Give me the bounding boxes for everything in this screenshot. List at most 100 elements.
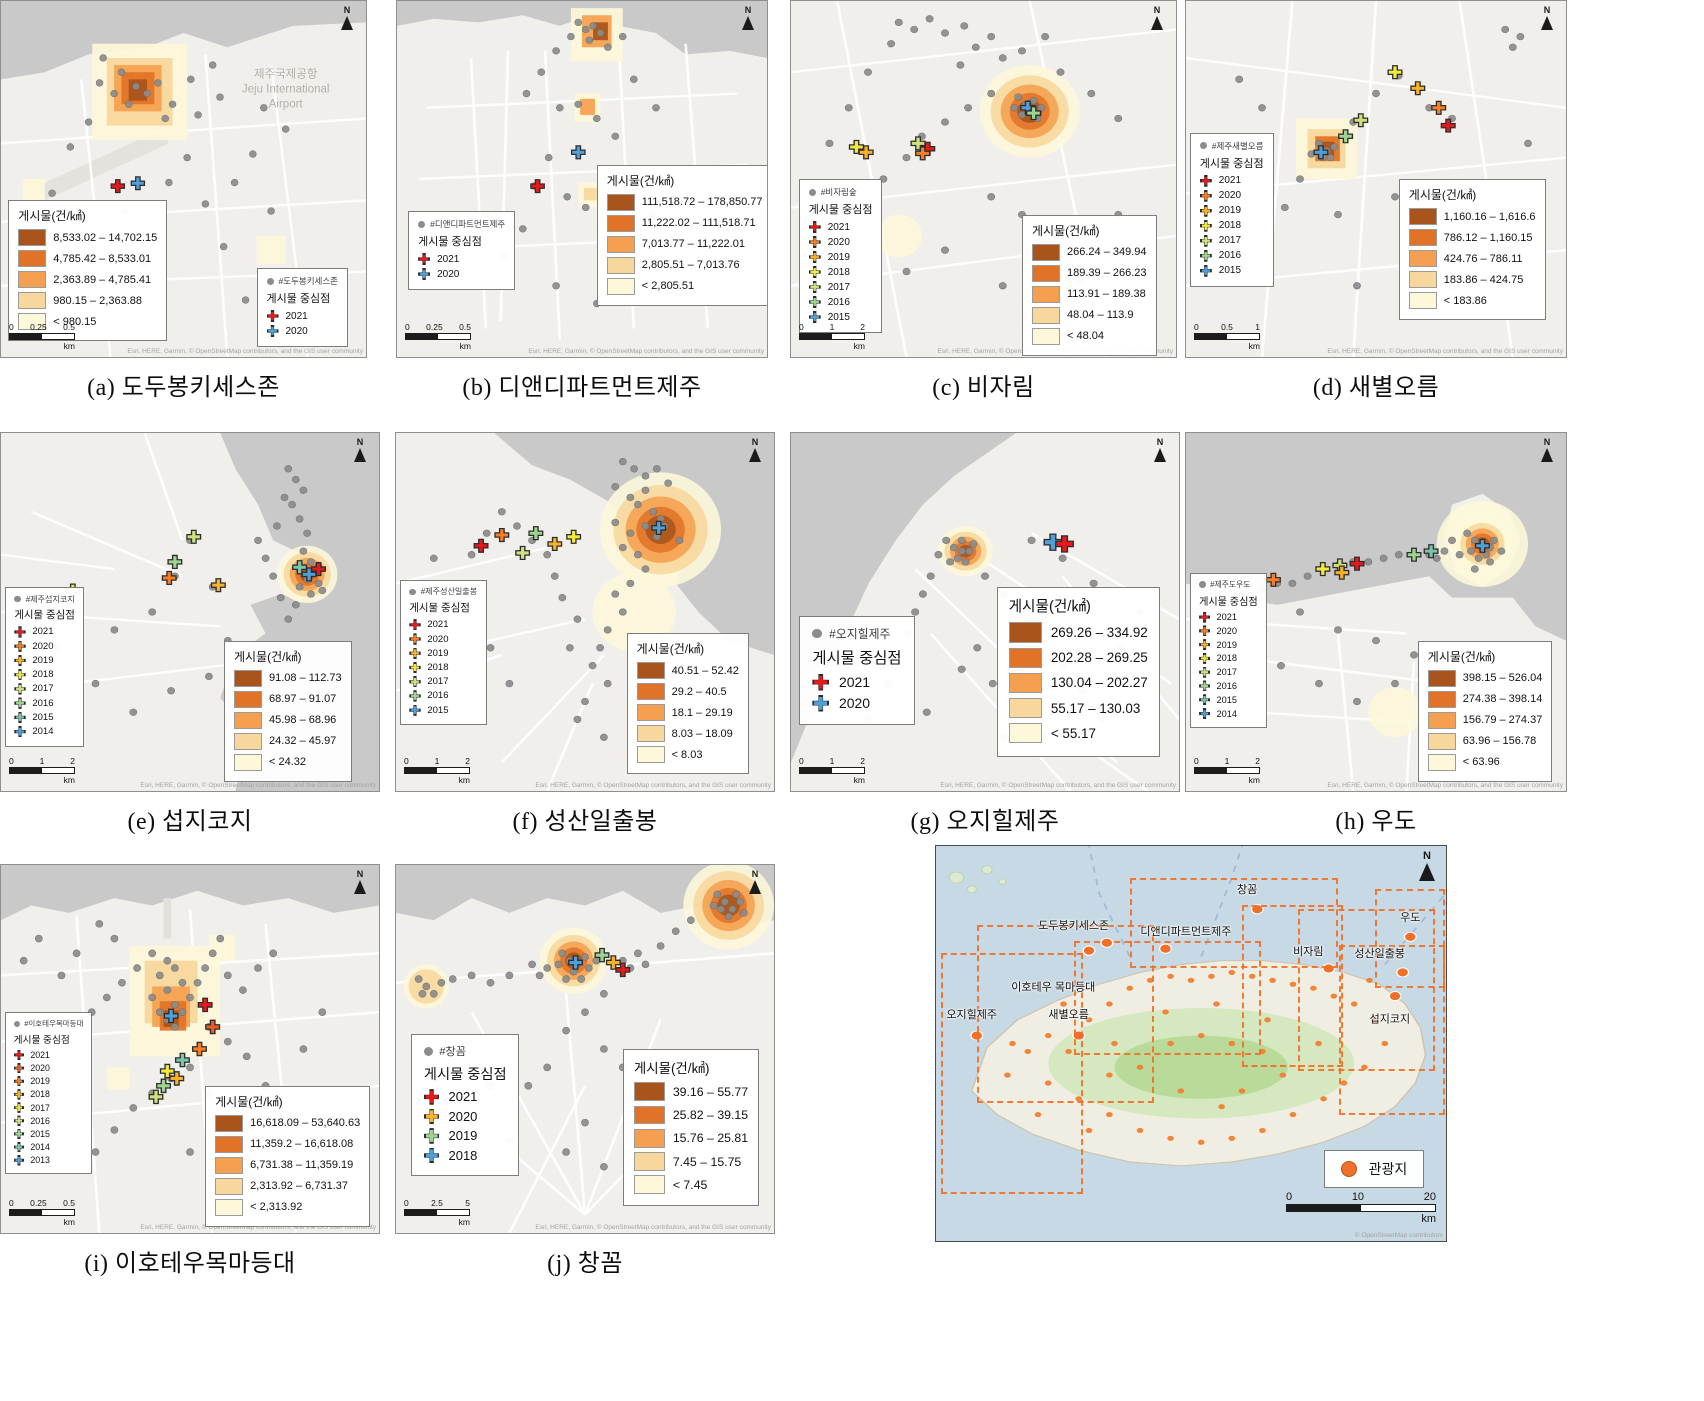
year-label: 2015: [1216, 694, 1237, 705]
panel-caption: (h) 우도: [1335, 809, 1417, 835]
post-point-dot: [193, 978, 202, 987]
north-arrow: N: [1150, 438, 1170, 462]
year-label: 2021: [1218, 175, 1242, 187]
post-point-dot: [307, 590, 315, 598]
tourist-minor-dot: [1197, 1139, 1205, 1145]
year-row: 2017: [1199, 234, 1264, 247]
post-point-dot: [641, 565, 650, 573]
year-cross-icon: [1199, 174, 1212, 187]
north-label: N: [1543, 437, 1551, 447]
post-center-cross-2021: [110, 179, 126, 194]
density-legend-title: 게시물(건/㎢): [1032, 223, 1100, 238]
post-point-dot: [634, 500, 642, 509]
year-row: 2020: [13, 1062, 84, 1074]
tourist-minor-dot: [1085, 1017, 1093, 1023]
post-point-dot: [543, 551, 552, 559]
post-point-dot: [1058, 554, 1067, 562]
post-point-dot: [1235, 75, 1244, 83]
year-cross-icon: [1199, 264, 1212, 277]
post-point-dot: [902, 153, 911, 162]
sea-area: [1, 1, 366, 80]
north-label: N: [751, 437, 759, 447]
post-point-dot: [497, 508, 506, 516]
density-legend: 게시물(건/㎢) 91.08 – 112.73 68.97 – 91.07 45.9…: [224, 640, 352, 782]
post-point-dot: [187, 75, 195, 83]
year-rows: 2021 2020 2019 2018 2017 2016 2015: [409, 619, 477, 716]
tourist-spot-dot: [1082, 945, 1096, 956]
density-legend: 게시물(건/㎢) 398.15 – 526.04 274.38 – 398.14 1…: [1417, 640, 1553, 782]
post-point-dot: [241, 296, 250, 304]
post-point-dot: [543, 1063, 552, 1072]
scale-bar: 0 1 2 km: [404, 756, 470, 785]
year-rows: 2021 2020 2019 2018 2017 2016 2015 2014: [14, 626, 75, 738]
density-swatch: [1032, 327, 1060, 345]
hashtag-label: #디앤디파트먼트제주: [430, 219, 506, 230]
scale-tick: 1: [39, 756, 45, 766]
year-row: 2020: [418, 268, 505, 281]
scale-bar: 0 1 2 km: [9, 756, 75, 785]
density-swatch: [234, 711, 263, 729]
post-point-dot: [922, 708, 931, 716]
year-cross-icon: [1199, 234, 1212, 247]
north-arrow: N: [350, 438, 370, 462]
post-point-dot: [102, 993, 111, 1002]
post-center-cross-2019: [191, 1041, 207, 1057]
tourist-minor-dot: [1004, 1072, 1011, 1078]
sea-area: [494, 433, 774, 655]
scale-line: [799, 767, 865, 774]
post-point-dot: [664, 479, 673, 487]
post-point-dot: [163, 956, 172, 965]
tourist-minor-dot: [1044, 1033, 1052, 1039]
post-point-dot: [183, 153, 191, 162]
year-label: 2020: [437, 268, 460, 280]
post-point-dot: [201, 200, 210, 208]
year-label: 2019: [32, 654, 54, 666]
year-label: 2017: [1216, 667, 1237, 678]
density-class-label: < 183.86: [1443, 294, 1487, 307]
post-point-dot: [581, 953, 589, 961]
post-point-dot: [641, 522, 650, 530]
scale-ticks: 0 0.25 0.5: [405, 322, 471, 332]
post-point-dot: [148, 608, 157, 616]
centers-legend-title: 게시물 중심점: [812, 650, 902, 668]
post-point-dot: [288, 500, 296, 509]
density-swatch: [234, 690, 263, 708]
year-cross-icon: [1199, 625, 1211, 637]
post-point-dot: [544, 153, 553, 162]
centers-legend-title: 게시물 중심점: [808, 204, 873, 216]
density-class-label: 156.79 – 274.37: [1462, 714, 1543, 727]
year-label: 2020: [1216, 625, 1237, 636]
year-label: 2019: [30, 1076, 50, 1087]
density-class-row: 269.26 – 334.92: [1008, 622, 1148, 643]
year-row: 2019: [409, 647, 477, 659]
year-cross-icon: [812, 694, 830, 712]
tourist-minor-dot: [1248, 973, 1256, 979]
scale-unit: km: [853, 341, 865, 351]
post-dot-icon: [1199, 581, 1206, 588]
year-cross-icon: [13, 1075, 25, 1087]
density-class-row: 24.32 – 45.97: [234, 732, 342, 750]
year-label: 2021: [32, 626, 54, 638]
post-center-cross-2014: [174, 1052, 190, 1068]
density-class-row: 2,363.89 – 4,785.41: [18, 271, 157, 289]
post-point-dot: [1089, 579, 1098, 588]
tourist-minor-dot: [1065, 1048, 1072, 1054]
post-point-dot: [1334, 210, 1342, 219]
density-legend: 게시물(건/㎢) 1,160.16 – 1,616.6 786.12 – 1,16…: [1398, 179, 1546, 320]
post-center-cross-2021: [311, 561, 326, 577]
map-canvas: 게시물(건/㎢) 269.26 – 334.92 202.28 – 269.25 1…: [790, 432, 1180, 792]
tourist-minor-dot: [1371, 1017, 1378, 1023]
centers-legend-title: 게시물 중심점: [1199, 596, 1258, 608]
post-point-dot: [603, 679, 612, 688]
post-point-dot: [110, 934, 119, 943]
map-attribution: Esri, HERE, Garmin, © OpenStreetMap cont…: [1327, 782, 1563, 789]
post-point-dot: [1501, 25, 1510, 34]
post-center-cross-2014: [1474, 538, 1490, 553]
scale-tick: 0.5: [63, 322, 75, 332]
hashtag-row: #제주새별오름: [1199, 140, 1264, 152]
post-point-dot: [596, 29, 605, 37]
year-rows: 2021 2020 2019 2018 2017 2016 2015: [1199, 174, 1264, 277]
scale-unit: km: [458, 775, 470, 785]
post-point-dot: [941, 246, 949, 254]
post-point-dot: [675, 536, 684, 545]
